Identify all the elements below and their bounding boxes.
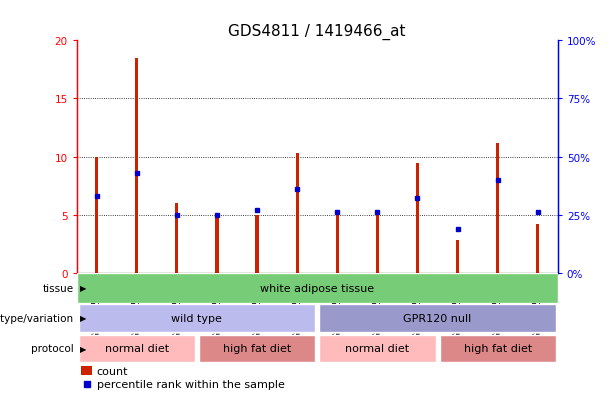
Text: ▶: ▶ bbox=[80, 284, 86, 292]
Bar bbox=[95, 157, 98, 273]
Bar bbox=[215, 215, 219, 273]
Bar bbox=[256, 215, 259, 273]
Bar bbox=[199, 335, 315, 362]
Text: ▶: ▶ bbox=[80, 344, 86, 353]
Bar bbox=[78, 305, 315, 332]
Bar bbox=[319, 305, 556, 332]
Bar bbox=[135, 59, 139, 273]
Text: genotype/variation: genotype/variation bbox=[0, 313, 74, 323]
Bar bbox=[416, 164, 419, 273]
Title: GDS4811 / 1419466_at: GDS4811 / 1419466_at bbox=[229, 24, 406, 40]
Text: count: count bbox=[97, 366, 128, 376]
Text: percentile rank within the sample: percentile rank within the sample bbox=[97, 379, 284, 389]
Bar bbox=[440, 335, 556, 362]
Text: protocol: protocol bbox=[31, 343, 74, 354]
Bar bbox=[456, 240, 459, 273]
Bar bbox=[78, 335, 195, 362]
Bar bbox=[82, 366, 92, 375]
Bar bbox=[536, 224, 539, 273]
Bar bbox=[319, 335, 435, 362]
Text: tissue: tissue bbox=[42, 283, 74, 293]
Text: wild type: wild type bbox=[172, 313, 223, 323]
Text: normal diet: normal diet bbox=[345, 343, 409, 354]
Bar bbox=[336, 214, 339, 273]
Text: white adipose tissue: white adipose tissue bbox=[260, 283, 375, 293]
Bar bbox=[175, 204, 178, 273]
Text: high fat diet: high fat diet bbox=[223, 343, 291, 354]
Text: normal diet: normal diet bbox=[105, 343, 169, 354]
Bar bbox=[496, 143, 499, 273]
Text: ▶: ▶ bbox=[80, 314, 86, 323]
Text: high fat diet: high fat diet bbox=[463, 343, 532, 354]
Text: GPR120 null: GPR120 null bbox=[403, 313, 471, 323]
Bar bbox=[376, 211, 379, 273]
Bar bbox=[295, 154, 299, 273]
